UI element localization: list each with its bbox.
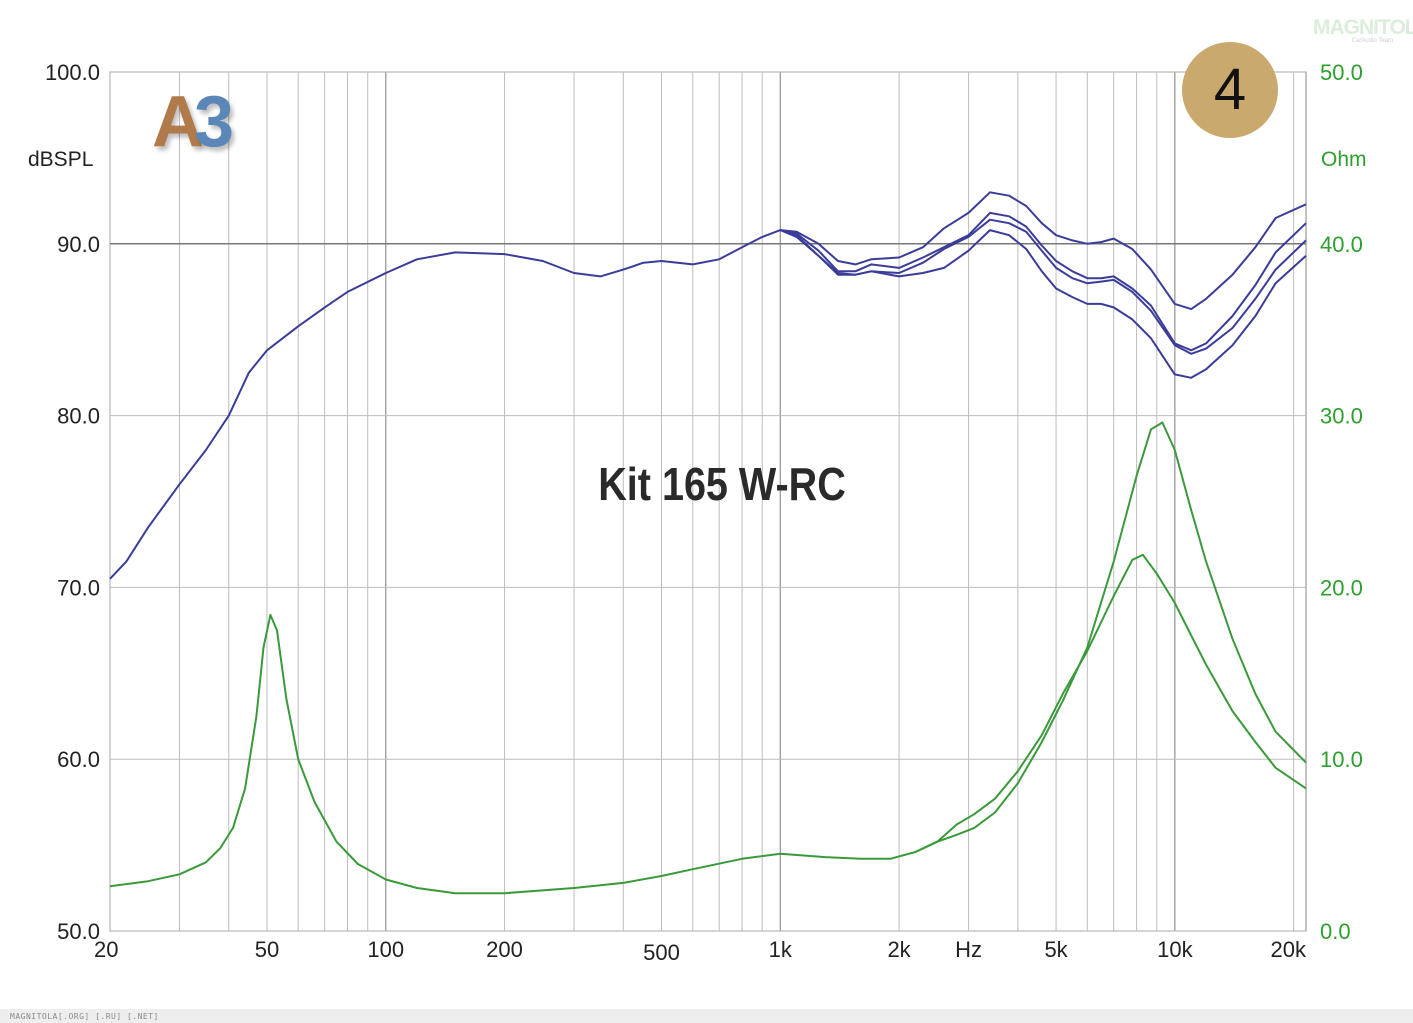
- y-left-tick-label: 70.0: [57, 575, 100, 600]
- x-tick-label: 5k: [1044, 937, 1068, 962]
- x-tick-label: 2k: [887, 937, 911, 962]
- y-left-tick-label: 100.0: [45, 60, 100, 85]
- x-tick-label: 100: [367, 937, 404, 962]
- impedance-curve-2: [914, 553, 1307, 853]
- x-tick-label: 50: [255, 937, 279, 962]
- x-tick-label: 10k: [1157, 937, 1193, 962]
- magnitola-watermark: MAGNITOLA CarAudio Team: [1313, 16, 1413, 45]
- logo-digit: 3: [194, 82, 234, 162]
- spl-curve-3: [780, 218, 1307, 355]
- a3-logo: A3: [152, 86, 234, 158]
- x-tick-label: 500: [643, 940, 680, 965]
- y-right-tick-label: 40.0: [1320, 232, 1363, 257]
- x-tick-label: 1k: [769, 937, 793, 962]
- impedance-curve-1: [109, 421, 1307, 895]
- figure-number-badge: 4: [1182, 42, 1278, 138]
- y-right-tick-label: 0.0: [1320, 919, 1351, 944]
- y-right-tick-label: 30.0: [1320, 404, 1363, 429]
- spl-curve-1: [109, 191, 1307, 580]
- y-right-tick-label: 20.0: [1320, 575, 1363, 600]
- logo-letter: A: [152, 82, 204, 162]
- y-left-tick-label: 80.0: [57, 404, 100, 429]
- y-left-tick-label: 60.0: [57, 747, 100, 772]
- spl-curve-2: [780, 211, 1307, 352]
- y-right-tick-label: 50.0: [1320, 60, 1363, 85]
- footer-bar: MAGNITOLA[.ORG] [.RU] [.NET]: [0, 1009, 1413, 1023]
- watermark-sub-text: CarAudio Team: [1351, 38, 1393, 44]
- watermark-main-text: MAGNITOLA: [1313, 16, 1413, 39]
- y-left-tick-label: 50.0: [57, 919, 100, 944]
- y-left-tick-label: 90.0: [57, 232, 100, 257]
- axis-labels: dBSPL Ohm Kit 165 W-RC: [28, 148, 1367, 511]
- footer-text: MAGNITOLA[.ORG] [.RU] [.NET]: [10, 1012, 159, 1021]
- x-tick-label: 200: [486, 937, 523, 962]
- spl-curve-4: [779, 229, 1307, 379]
- chart-title: Kit 165 W-RC: [598, 459, 846, 510]
- y-axis-left-label: dBSPL: [28, 148, 93, 171]
- y-axis-right-label: Ohm: [1321, 148, 1367, 171]
- x-tick-label: 20k: [1271, 937, 1307, 962]
- x-tick-label: 20: [94, 937, 118, 962]
- y-right-tick-label: 10.0: [1320, 747, 1363, 772]
- x-tick-label: Hz: [955, 937, 982, 962]
- grid: 100.090.080.070.060.050.050.040.030.020.…: [45, 60, 1363, 965]
- curves: [109, 191, 1307, 895]
